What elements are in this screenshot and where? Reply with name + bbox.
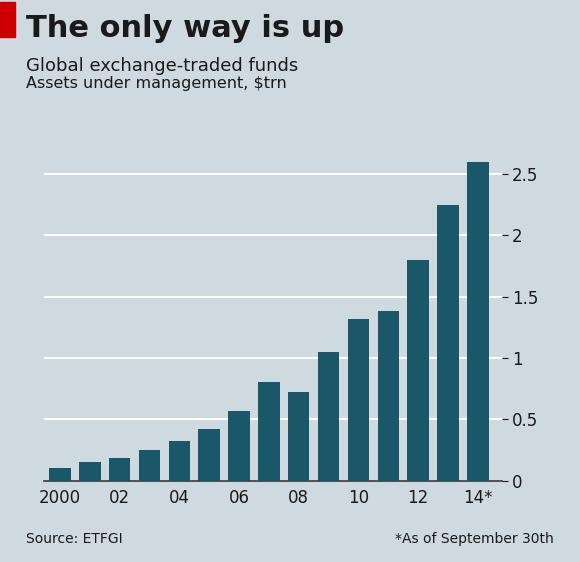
Text: Source: ETFGI: Source: ETFGI [26, 532, 123, 546]
Bar [347, 319, 369, 481]
Bar [139, 450, 160, 481]
Bar [437, 205, 459, 481]
Bar [198, 429, 220, 481]
Bar [229, 411, 250, 481]
Text: *As of September 30th: *As of September 30th [395, 532, 554, 546]
Bar [318, 352, 339, 481]
Bar [169, 441, 190, 481]
Text: Assets under management, $trn: Assets under management, $trn [26, 76, 287, 91]
Bar [378, 311, 399, 481]
Bar [49, 468, 71, 481]
Bar [109, 459, 130, 481]
Bar [407, 260, 429, 481]
Text: Global exchange-traded funds: Global exchange-traded funds [26, 57, 298, 75]
Bar [258, 382, 280, 481]
Bar [79, 462, 100, 481]
Bar [467, 162, 488, 481]
Text: The only way is up: The only way is up [26, 14, 344, 43]
Bar [288, 392, 310, 481]
